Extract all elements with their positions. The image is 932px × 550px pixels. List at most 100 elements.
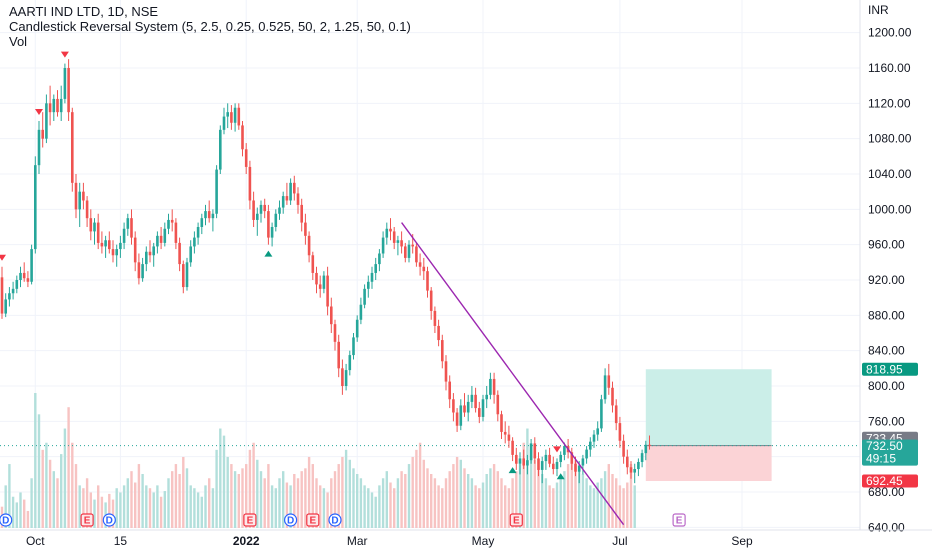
candle-body[interactable]	[400, 240, 403, 247]
candle-body[interactable]	[233, 107, 237, 123]
candle-body[interactable]	[93, 222, 96, 232]
candle-body[interactable]	[141, 264, 144, 279]
candle-body[interactable]	[370, 272, 374, 282]
candle-body[interactable]	[230, 112, 233, 123]
candle-body[interactable]	[429, 290, 433, 311]
candle-body[interactable]	[455, 412, 459, 426]
candle-body[interactable]	[515, 454, 518, 464]
candle-body[interactable]	[552, 463, 555, 470]
candle-body[interactable]	[274, 213, 278, 227]
candle-body[interactable]	[485, 394, 488, 400]
candle-body[interactable]	[200, 218, 204, 227]
candle-body[interactable]	[4, 299, 7, 314]
time-axis[interactable]: Oct 15 2022 Mar May Jul Sep	[0, 529, 932, 548]
candle-body[interactable]	[159, 235, 163, 243]
candle-body[interactable]	[296, 193, 300, 205]
candle-body[interactable]	[367, 281, 370, 289]
candle-body[interactable]	[133, 237, 137, 263]
candle-body[interactable]	[363, 288, 366, 305]
candle-body[interactable]	[333, 324, 337, 342]
candle-body[interactable]	[19, 272, 22, 280]
candle-body[interactable]	[577, 465, 581, 472]
candle-body[interactable]	[56, 98, 59, 113]
candle-body[interactable]	[311, 255, 315, 273]
candle-body[interactable]	[241, 125, 244, 150]
candle-body[interactable]	[170, 219, 174, 223]
candle-body[interactable]	[540, 461, 544, 470]
candle-body[interactable]	[182, 264, 185, 288]
candle-body[interactable]	[581, 458, 585, 466]
candle-body[interactable]	[204, 211, 207, 219]
candle-body[interactable]	[344, 370, 348, 386]
candle-body[interactable]	[267, 211, 270, 238]
dividend-marker[interactable]: D	[0, 513, 13, 527]
candle-body[interactable]	[318, 284, 322, 289]
candle-body[interactable]	[422, 266, 426, 272]
candle-body[interactable]	[374, 264, 377, 273]
candle-body[interactable]	[22, 272, 26, 279]
candle-body[interactable]	[496, 394, 500, 415]
candle-body[interactable]	[544, 454, 548, 462]
candle-body[interactable]	[444, 361, 448, 382]
candle-body[interactable]	[285, 196, 289, 201]
candle-body[interactable]	[300, 204, 303, 223]
candle-body[interactable]	[207, 211, 211, 219]
candle-body[interactable]	[104, 240, 107, 247]
candle-body[interactable]	[222, 116, 226, 130]
candle-body[interactable]	[470, 394, 474, 402]
candle-body[interactable]	[293, 182, 296, 194]
candle-body[interactable]	[418, 262, 422, 267]
candle-body[interactable]	[585, 449, 588, 459]
candle-body[interactable]	[478, 408, 481, 417]
candle-body[interactable]	[396, 240, 400, 243]
candle-body[interactable]	[130, 218, 133, 238]
candle-body[interactable]	[52, 98, 56, 113]
candle-body[interactable]	[433, 310, 437, 326]
candle-body[interactable]	[352, 337, 355, 356]
candle-body[interactable]	[381, 237, 385, 254]
candle-body[interactable]	[307, 235, 311, 256]
candle-body[interactable]	[559, 454, 562, 462]
candle-body[interactable]	[278, 207, 281, 214]
candle-body[interactable]	[63, 68, 67, 99]
candle-body[interactable]	[74, 182, 78, 210]
candle-body[interactable]	[30, 249, 33, 282]
candle-body[interactable]	[145, 251, 148, 265]
candle-body[interactable]	[359, 304, 363, 320]
candle-body[interactable]	[448, 381, 451, 400]
candle-body[interactable]	[511, 440, 514, 455]
candle-body[interactable]	[537, 458, 540, 470]
candle-body[interactable]	[555, 461, 559, 470]
candle-body[interactable]	[167, 219, 170, 229]
symbol-title[interactable]: AARTI IND LTD, 1D, NSE	[9, 4, 159, 19]
candle-body[interactable]	[322, 275, 326, 289]
candle-body[interactable]	[415, 246, 418, 263]
earnings-marker[interactable]: E	[509, 513, 523, 527]
candle-body[interactable]	[45, 103, 48, 139]
candle-body[interactable]	[122, 228, 126, 243]
candle-body[interactable]	[193, 237, 196, 247]
candle-body[interactable]	[492, 378, 496, 395]
candle-body[interactable]	[589, 441, 592, 450]
candle-body[interactable]	[15, 280, 19, 289]
candle-body[interactable]	[518, 458, 522, 464]
candle-body[interactable]	[629, 467, 633, 473]
candle-body[interactable]	[211, 213, 215, 219]
candle-body[interactable]	[526, 460, 529, 466]
indicator-label[interactable]: Candlestick Reversal System (5, 2.5, 0.2…	[9, 19, 411, 34]
candle-body[interactable]	[389, 228, 392, 232]
candle-body[interactable]	[8, 293, 11, 300]
candle-body[interactable]	[108, 240, 111, 250]
candle-body[interactable]	[603, 375, 607, 400]
candle-body[interactable]	[156, 235, 159, 247]
candle-body[interactable]	[137, 262, 141, 279]
candle-body[interactable]	[618, 423, 622, 441]
candle-body[interactable]	[411, 244, 414, 247]
candle-body[interactable]	[215, 169, 218, 214]
candle-body[interactable]	[600, 399, 603, 429]
candle-body[interactable]	[644, 444, 648, 454]
candles[interactable]	[0, 59, 651, 484]
candle-body[interactable]	[289, 182, 292, 201]
candle-body[interactable]	[34, 165, 37, 250]
